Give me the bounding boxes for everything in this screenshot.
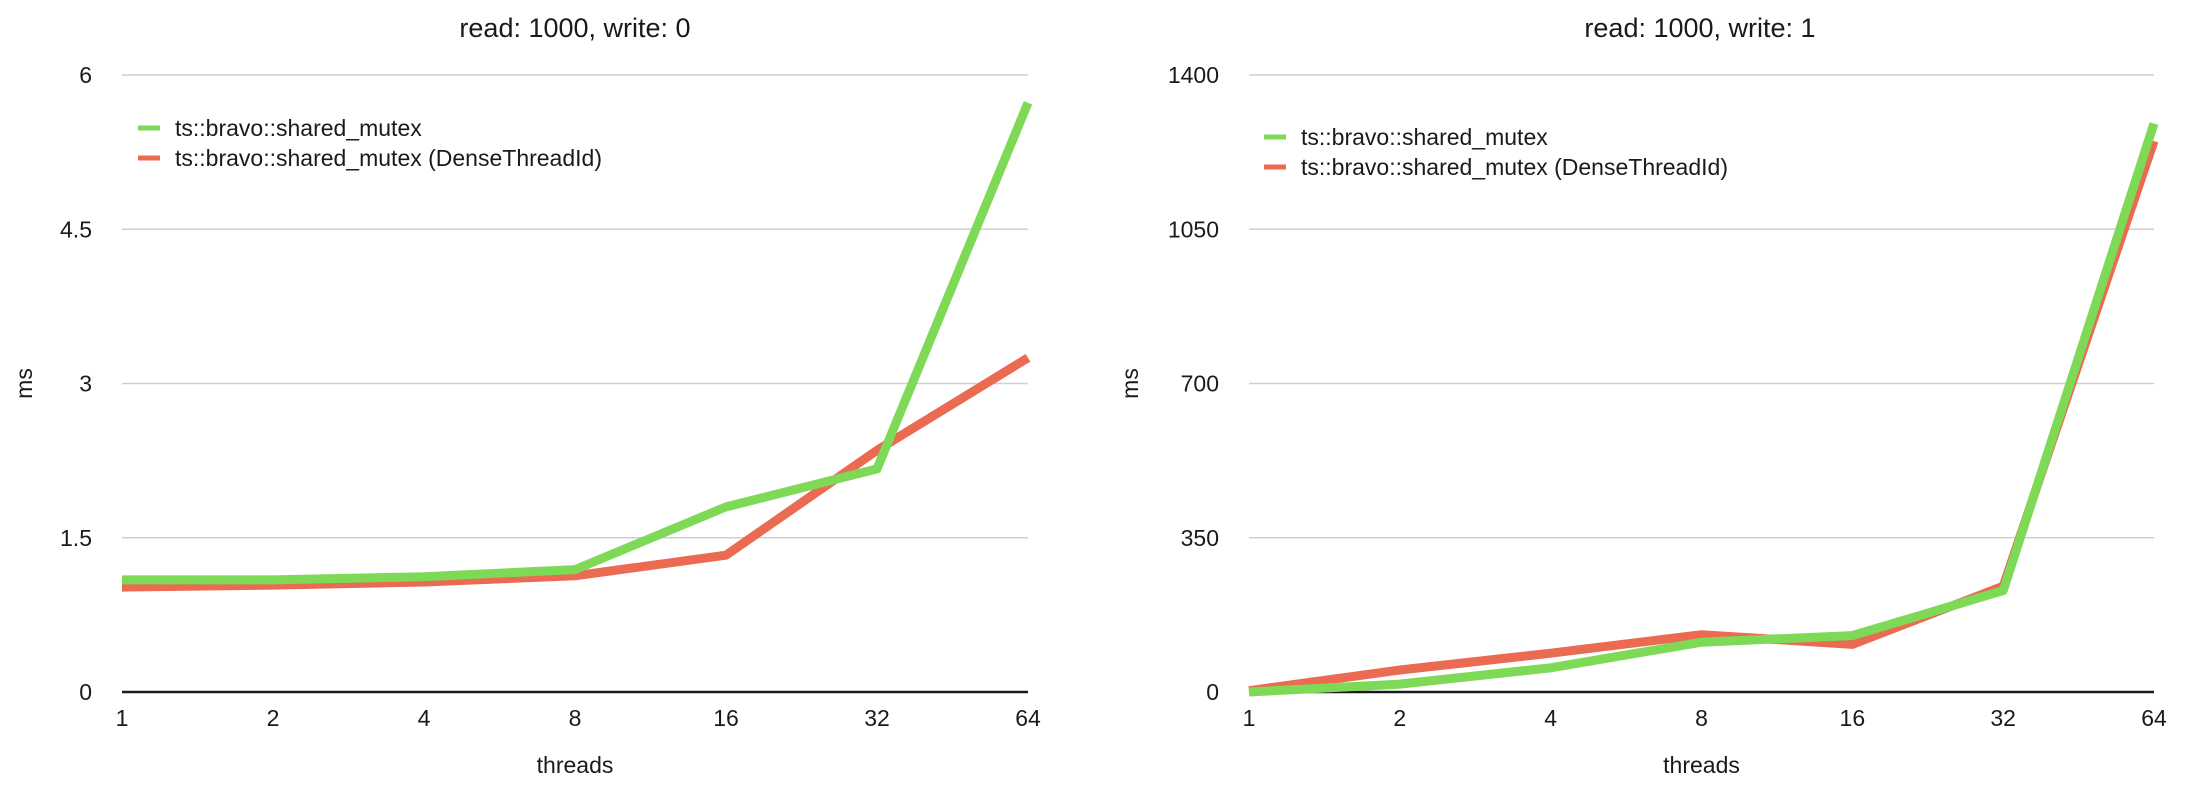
x-tick-label: 4 (418, 705, 431, 731)
series-line-shared-mutex (1248, 122, 2159, 697)
chart-panel-1: read: 1000, write: 0 0 1.5 3 4.5 6 1 2 4 8 16 32 64 t… (11, 13, 1041, 778)
chart-panel-2: read: 1000, write: 1 0 350 700 1050 1400 1 2 4 8 1… (1117, 13, 2167, 778)
y-tick-label: 6 (79, 62, 92, 88)
x-tick-label: 8 (569, 705, 582, 731)
chart-title: read: 1000, write: 1 (1584, 13, 1815, 43)
y-axis-label: ms (1117, 368, 1143, 399)
x-tick-label: 2 (267, 705, 280, 731)
x-axis-label: threads (537, 752, 614, 778)
x-tick-label: 64 (2141, 705, 2167, 731)
y-tick-label: 0 (1206, 679, 1219, 705)
y-tick-label: 1.5 (60, 525, 92, 551)
y-tick-label: 3 (79, 371, 92, 397)
series-line-dense-thread-id (121, 353, 1031, 592)
x-tick-label: 4 (1544, 705, 1557, 731)
chart-title: read: 1000, write: 0 (459, 13, 690, 43)
x-axis-label: threads (1663, 752, 1740, 778)
x-tick-label: 16 (713, 705, 739, 731)
x-tick-label: 1 (1243, 705, 1256, 731)
y-axis-label: ms (11, 368, 37, 399)
series-line-shared-mutex (122, 101, 1033, 585)
y-tick-label: 1400 (1168, 62, 1219, 88)
x-tick-label: 32 (1990, 705, 2016, 731)
y-tick-label: 700 (1181, 371, 1219, 397)
legend-label: ts::bravo::shared_mutex (DenseThreadId) (1301, 154, 1728, 180)
x-tick-label: 2 (1393, 705, 1406, 731)
chart-legend: ts::bravo::shared_mutexts::bravo::shared… (138, 115, 602, 171)
legend-label: ts::bravo::shared_mutex (175, 115, 422, 141)
series-line-dense-thread-id (1248, 139, 2159, 696)
legend-label: ts::bravo::shared_mutex (1301, 124, 1548, 150)
x-tick-label: 8 (1695, 705, 1708, 731)
x-tick-label: 32 (864, 705, 890, 731)
x-tick-label: 1 (116, 705, 129, 731)
y-tick-label: 350 (1181, 525, 1219, 551)
x-tick-label: 64 (1015, 705, 1041, 731)
y-tick-label: 1050 (1168, 216, 1219, 242)
legend-label: ts::bravo::shared_mutex (DenseThreadId) (175, 145, 602, 171)
chart-legend: ts::bravo::shared_mutexts::bravo::shared… (1264, 124, 1728, 180)
y-tick-label: 0 (79, 679, 92, 705)
x-tick-label: 16 (1840, 705, 1866, 731)
y-tick-label: 4.5 (60, 216, 92, 242)
